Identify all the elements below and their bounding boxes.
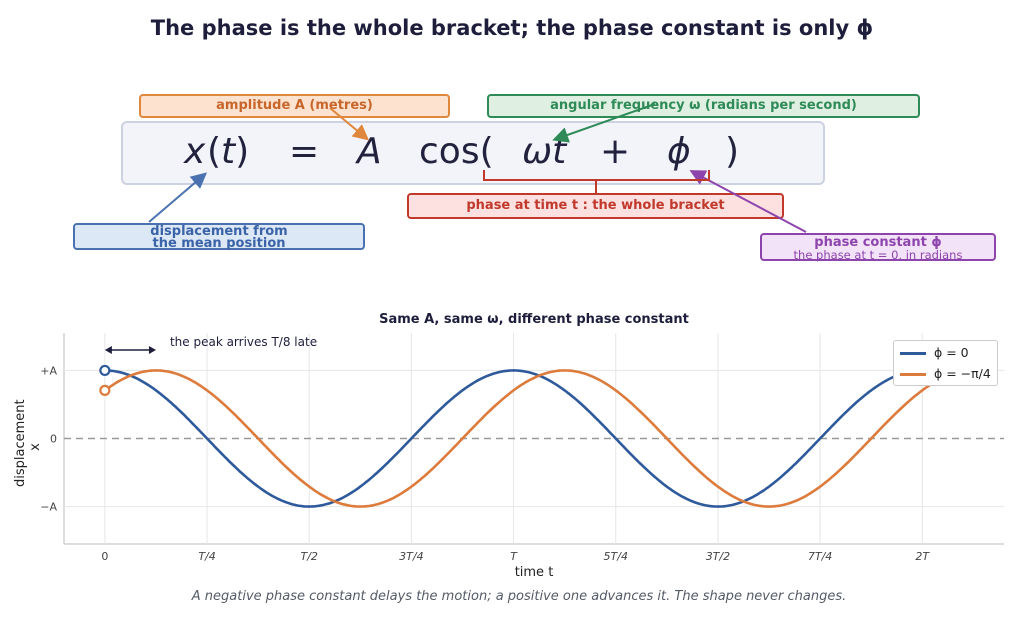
series-line-1 xyxy=(104,369,964,508)
equation-t-argument: (t) xyxy=(207,131,250,172)
delay-arrow-head-left xyxy=(104,346,112,355)
displacement-arrow xyxy=(148,172,208,223)
equation-phi: ϕ xyxy=(667,131,691,172)
phase-constant-arrow xyxy=(689,170,807,233)
angular-frequency-callout-text: angular frequency ω (radians per second) xyxy=(550,98,857,113)
displacement-callout-line1: displacement from xyxy=(150,224,288,239)
equation-cos: cos( xyxy=(419,131,494,172)
equation-box xyxy=(121,121,825,185)
phase-constant-callout-subtitle: the phase at t = 0, in radians xyxy=(793,248,963,262)
series-line-0 xyxy=(104,369,964,508)
amplitude-callout: amplitude A (metres) xyxy=(139,94,450,118)
legend-label-phi-neg: ϕ = −π/4 xyxy=(934,366,991,381)
angular-frequency-callout: angular frequency ω (radians per second) xyxy=(487,94,920,118)
legend-swatch-phi0 xyxy=(900,352,926,355)
equation-plus: + xyxy=(600,131,631,172)
y-tick-label: +A xyxy=(40,364,57,377)
legend-label-phi0: ϕ = 0 xyxy=(934,345,969,360)
angular-frequency-arrow xyxy=(552,103,656,143)
x-tick-label: 3T/2 xyxy=(706,550,730,563)
delay-annotation: the peak arrives T/8 late xyxy=(170,335,317,349)
x-tick-label: T xyxy=(510,550,518,563)
page-title: The phase is the whole bracket; the phas… xyxy=(150,16,874,40)
x-tick-label: 0 xyxy=(101,550,108,563)
y-tick-label: −A xyxy=(40,501,57,514)
equation-close-paren: ) xyxy=(725,131,740,172)
phase-constant-callout-title: phase constant ϕ xyxy=(814,235,942,250)
x-tick-label: T/4 xyxy=(198,550,215,563)
legend-item-phi0: ϕ = 0 xyxy=(900,343,969,363)
start-marker-1 xyxy=(99,384,111,396)
phase-constant-callout: phase constant ϕ the phase at t = 0, in … xyxy=(760,233,996,262)
chart-legend: ϕ = 0 ϕ = −π/4 xyxy=(893,340,998,386)
x-axis-label: time t xyxy=(514,565,554,580)
delay-arrow-head-right xyxy=(148,346,156,355)
start-marker-0 xyxy=(99,364,111,377)
figure-caption: A negative phase constant delays the mot… xyxy=(191,589,847,604)
x-tick-label: 7T/4 xyxy=(808,550,832,563)
legend-swatch-phi-neg xyxy=(900,373,926,376)
equation-x: x xyxy=(184,131,206,172)
equation-equals: = xyxy=(289,131,320,172)
phase-bracket xyxy=(483,170,710,193)
y-tick-label: 0 xyxy=(50,433,57,446)
legend-item-phi-neg: ϕ = −π/4 xyxy=(900,364,991,384)
phase-comparison-chart: 0 T/4 T/2 3T/4 T 5T/4 3T/2 7T/4 2T +A 0 −A the peak … xyxy=(40,333,1004,563)
x-tick-label: T/2 xyxy=(300,550,317,563)
amplitude-callout-text: amplitude A (metres) xyxy=(216,98,373,113)
x-tick-label: 3T/4 xyxy=(399,550,423,563)
amplitude-arrow xyxy=(329,107,370,141)
displacement-callout: displacement from the mean position xyxy=(73,223,365,250)
x-tick-label: 5T/4 xyxy=(604,550,628,563)
x-tick-label: 2T xyxy=(915,550,930,563)
equation-annotation-arrows xyxy=(148,103,807,233)
displacement-callout-line2: the mean position xyxy=(152,236,286,251)
phase-callout: phase at time t : the whole bracket xyxy=(407,193,784,219)
phase-callout-text: phase at time t : the whole bracket xyxy=(466,198,725,213)
chart-title: Same A, same ω, different phase constant xyxy=(379,312,689,327)
